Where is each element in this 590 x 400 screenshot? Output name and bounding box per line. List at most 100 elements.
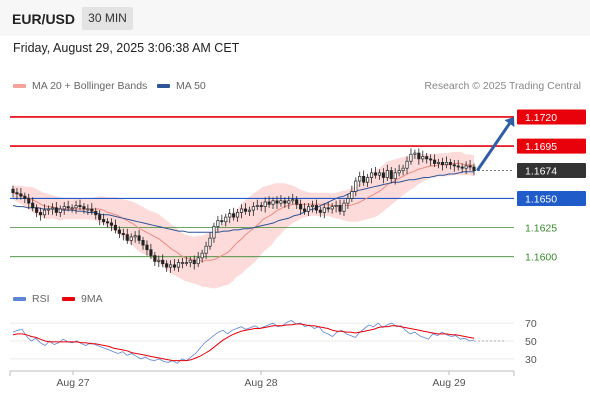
level-label-text: 1.1674	[525, 166, 557, 178]
candle-body	[472, 166, 476, 171]
candle-body	[220, 220, 224, 223]
candle	[70, 204, 74, 213]
legend-rsi-label: RSI	[32, 293, 50, 305]
candle-body	[456, 165, 460, 168]
candle	[330, 203, 334, 214]
candle-body	[141, 240, 145, 246]
candle-body	[354, 180, 358, 192]
candle-body	[129, 236, 133, 241]
candle	[78, 199, 82, 211]
legend-ma50-swatch	[157, 84, 170, 88]
projection-arrow-layer	[476, 116, 515, 172]
legend-9ma-swatch	[62, 297, 75, 301]
candle	[366, 174, 370, 187]
candle-body	[224, 216, 228, 223]
candle-body	[401, 167, 405, 171]
candle	[11, 185, 15, 198]
level-label-bg	[517, 138, 586, 154]
candle	[401, 164, 405, 176]
ma20-line	[12, 163, 475, 262]
candle	[228, 208, 232, 223]
candle	[318, 206, 322, 218]
candle	[433, 154, 437, 168]
candle-body	[192, 259, 196, 265]
symbol-label: EUR/USD	[12, 11, 76, 27]
candle-body	[346, 198, 350, 204]
level-labels: 1.1720 1.1695 1.1674 1.1650 1.1625 1.1600	[517, 109, 586, 264]
rsi-tick-label: 30	[525, 354, 537, 366]
candle	[74, 200, 78, 214]
candle	[54, 201, 58, 216]
candle-body	[169, 264, 173, 268]
legend-ma-bands-swatch	[13, 84, 26, 88]
candle-body	[176, 262, 181, 268]
candle-body	[200, 252, 204, 259]
candle	[334, 200, 338, 213]
candle-body	[342, 202, 346, 212]
candle	[350, 185, 354, 202]
candle-body	[385, 170, 389, 178]
candle-body	[255, 205, 259, 207]
candle	[354, 177, 358, 197]
candle	[149, 243, 153, 260]
candle	[161, 254, 165, 268]
candle	[208, 232, 212, 250]
candle	[31, 197, 35, 212]
candle-body	[373, 172, 378, 176]
candle-body	[184, 262, 188, 264]
candle-body	[362, 176, 366, 183]
candle-body	[137, 235, 141, 241]
candle-body	[15, 192, 19, 195]
candle-body	[212, 226, 216, 239]
candle-body	[42, 209, 47, 216]
legend-rsi: RSI	[13, 293, 50, 305]
candle	[204, 241, 208, 260]
level-label-bg	[517, 109, 586, 125]
candle-body	[54, 207, 58, 213]
candle	[377, 169, 381, 180]
candle	[58, 205, 62, 218]
candle	[456, 160, 460, 171]
legend-ma50-label: MA 50	[176, 80, 206, 92]
candle	[291, 193, 295, 205]
candle	[212, 222, 216, 243]
candle-body	[86, 208, 90, 211]
time-tick-label: Aug 29	[432, 377, 465, 389]
legend-rsi-swatch	[13, 297, 26, 301]
candle	[247, 206, 251, 216]
candle	[362, 170, 366, 186]
candle-body	[338, 205, 342, 212]
candle-body	[267, 201, 271, 205]
legend-ma50: MA 50	[157, 80, 206, 92]
candle	[342, 199, 346, 216]
candle	[39, 207, 43, 221]
candle-body	[310, 205, 315, 207]
level-label-1.1625: 1.1625	[525, 223, 557, 235]
candle	[141, 236, 145, 250]
moving-averages	[12, 163, 475, 262]
timeframe-button[interactable]: 30 MIN	[82, 7, 133, 30]
candle	[429, 154, 433, 166]
candle	[413, 149, 417, 159]
candle-body	[322, 207, 326, 213]
chart-header-bar: EUR/USD 30 MIN	[0, 0, 590, 36]
level-label-text: 1.1650	[525, 193, 557, 205]
candle	[23, 192, 27, 204]
candle-body	[464, 165, 468, 169]
ma50-line	[12, 171, 474, 233]
candle-body	[62, 206, 66, 210]
datetime-label: Friday, August 29, 2025 3:06:38 AM CET	[13, 41, 240, 55]
candle	[255, 199, 259, 211]
candle	[145, 240, 149, 256]
candle-body	[436, 162, 441, 164]
candle	[180, 257, 184, 269]
candle-body	[70, 207, 74, 210]
level-label-bg	[517, 163, 586, 179]
candle-body	[350, 191, 354, 199]
candle	[169, 260, 173, 274]
candle-body	[334, 205, 338, 207]
candle	[133, 231, 137, 243]
candle	[417, 148, 421, 165]
candle-body	[452, 164, 456, 167]
